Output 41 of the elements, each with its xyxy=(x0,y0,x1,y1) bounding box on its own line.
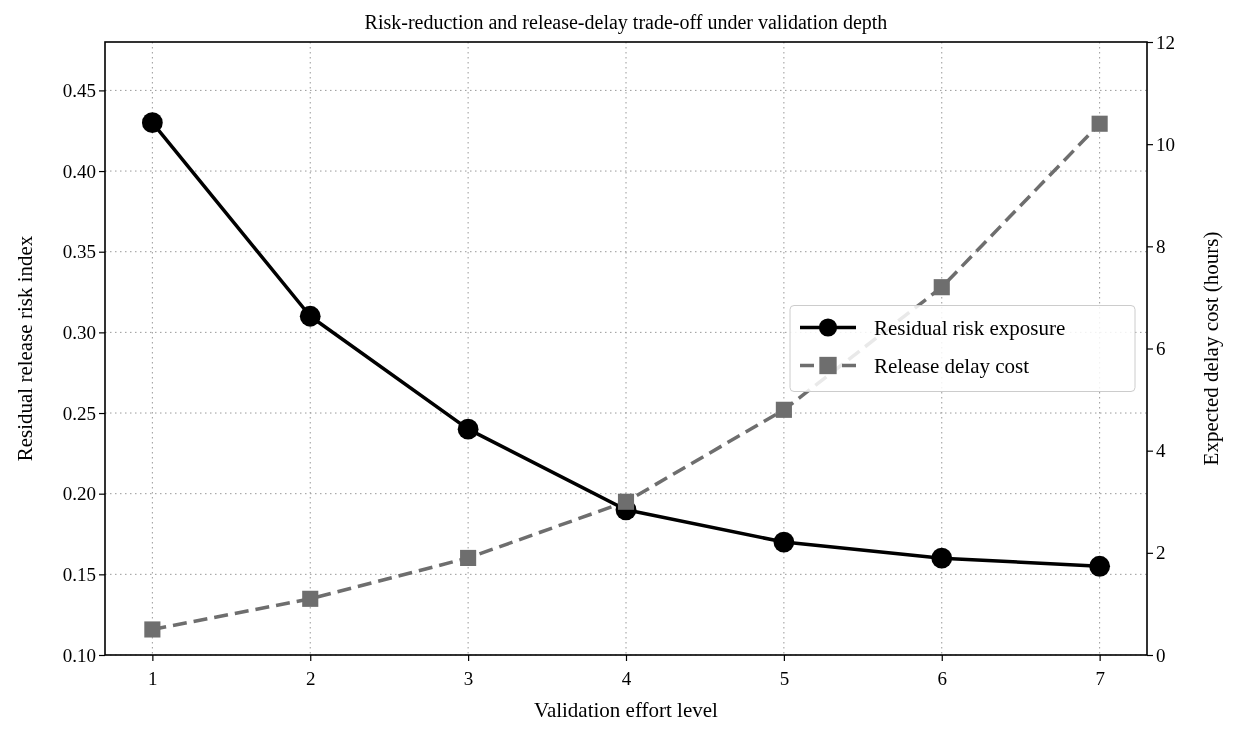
point xyxy=(1089,555,1111,577)
x-tick-label: 1 xyxy=(148,667,158,689)
y-tick-label: 0.10 xyxy=(62,644,96,666)
y-tick-label: 0.35 xyxy=(62,241,96,263)
point xyxy=(457,418,479,440)
x-tick-label: 2 xyxy=(305,667,316,689)
y-tick-label: 0.15 xyxy=(62,563,96,585)
x-axis-title: Validation effort level xyxy=(534,698,719,722)
x-tick-label: 3 xyxy=(463,667,474,689)
y2-tick-label: 6 xyxy=(1156,338,1166,360)
y-tick-label: 0.30 xyxy=(62,321,96,343)
y2-tick-label: 2 xyxy=(1156,542,1166,564)
y2-tick-label: 8 xyxy=(1156,235,1166,257)
y-axis-title: Residual release risk index xyxy=(13,235,37,462)
point xyxy=(617,493,635,510)
point xyxy=(302,590,319,607)
y-tick-label: 0.45 xyxy=(62,79,96,101)
x-tick-label: 7 xyxy=(1095,667,1105,689)
point xyxy=(933,279,950,296)
y2-tick-label: 0 xyxy=(1156,644,1166,666)
chart-title: Risk-reduction and release-delay trade-off under validation depth xyxy=(364,11,888,34)
legend-label: Residual risk exposure xyxy=(874,315,1066,340)
x-tick-label: 4 xyxy=(621,667,632,689)
y2-tick-label: 10 xyxy=(1156,133,1175,155)
y-tick-label: 0.25 xyxy=(62,402,96,424)
point xyxy=(299,305,321,327)
point xyxy=(1091,115,1108,132)
x-tick-label: 6 xyxy=(937,667,948,689)
y2-tick-label: 4 xyxy=(1156,440,1166,462)
y2-axis-title: Expected delay cost (hours) xyxy=(1199,231,1223,466)
legend-label: Release delay cost xyxy=(874,353,1030,378)
point xyxy=(931,547,953,569)
y-tick-label: 0.40 xyxy=(62,160,96,182)
point xyxy=(141,112,163,134)
y2-tick-label: 12 xyxy=(1156,31,1175,53)
x-tick-label: 5 xyxy=(779,667,790,689)
y-tick-label: 0.20 xyxy=(62,483,96,505)
point xyxy=(775,401,792,418)
point xyxy=(144,621,161,638)
point xyxy=(460,549,477,566)
point xyxy=(773,531,795,553)
